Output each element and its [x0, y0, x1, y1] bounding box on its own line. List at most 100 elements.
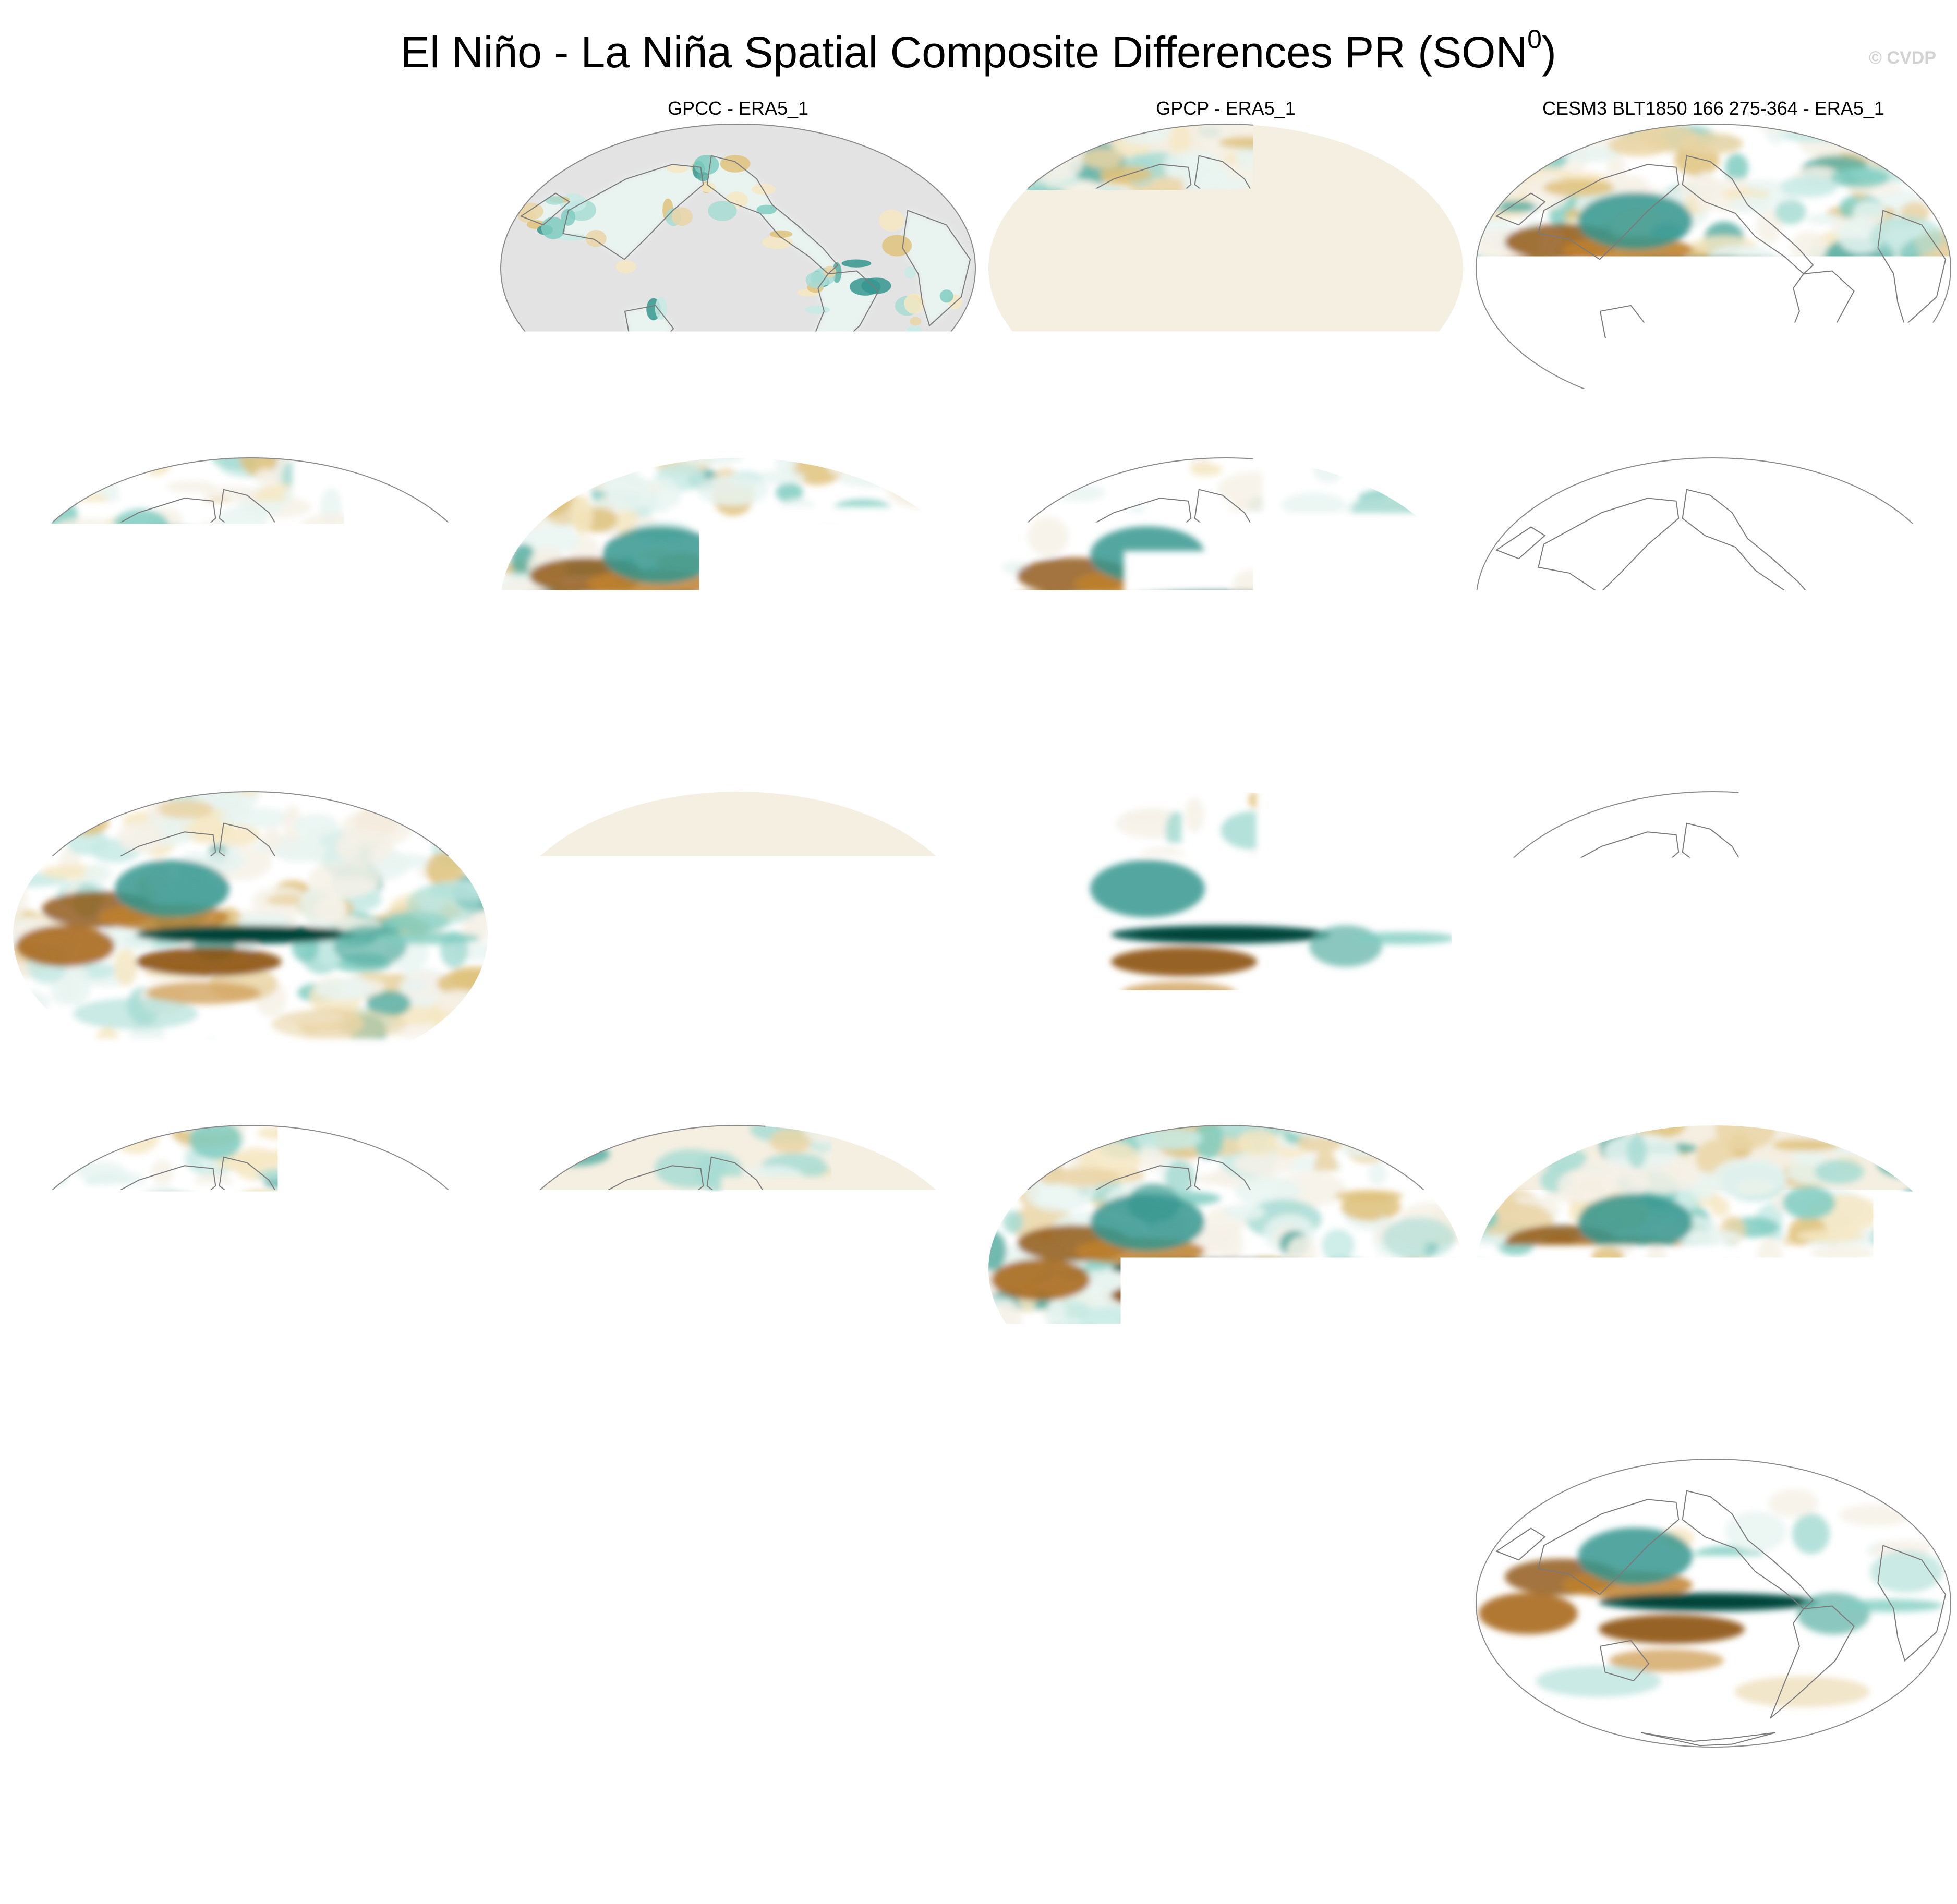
colorbar-tick-label: -1: [649, 1816, 678, 1858]
colorbar-tick-label: 4: [1475, 1816, 1492, 1858]
panel-title: GPCC - ERA5_1: [498, 95, 978, 122]
colorbar-tick-label: -3: [523, 1816, 552, 1858]
panel-title: CESM3 BLT1850 166 95-184 - ERA5_1: [498, 429, 978, 456]
colorbar-swatch: [1483, 1788, 1547, 1815]
map-panel: CESM3 BLT1850 166 185-274 - ERA5_1: [10, 429, 490, 752]
colorbar-tick-label: -2: [586, 1816, 615, 1858]
colorbar-tick-label: .25: [1083, 1816, 1128, 1858]
world-map: [10, 790, 490, 1082]
colorbar-swatch: [538, 1788, 601, 1815]
colorbar-swatch: [727, 1788, 790, 1815]
map-panel: CESM2 piControl 350A - ERA5_1: [1473, 1430, 1953, 1753]
world-map: [10, 456, 490, 748]
colorbar-swatch: [853, 1788, 916, 1815]
colorbar-swatch: [1231, 1788, 1295, 1815]
map-panel: CESM2 piControl 90C - ERA5_1: [10, 1096, 490, 1420]
colorbar-swatch: [1042, 1788, 1105, 1815]
map-panel: CESM3 BLT1850 166 5-94 - ERA5_1: [986, 429, 1466, 752]
panel-title: CESM3 BLT1850 166 15-364 - ERA5_1: [1473, 1096, 1953, 1123]
world-map: [498, 790, 978, 1082]
colorbar-tick-label: .1: [1029, 1816, 1056, 1858]
map-panel: CESM2 piControl 350B - ERA5_1: [986, 1430, 1466, 1753]
colorbar-swatch: [1357, 1788, 1420, 1815]
panel-title: CESM2 piControl 350A - ERA5_1: [1473, 1430, 1953, 1457]
map-panel: GPCP - ERA5_1: [986, 95, 1466, 418]
colorbar-tick-label: -.5: [771, 1816, 808, 1858]
world-map: [1473, 1457, 1953, 1749]
map-panel: CESM2 piControl 350C - ERA5_1: [498, 1430, 978, 1753]
map-panel: CESM3 BLT1850 166 15-364 - ERA5_1: [1473, 1096, 1953, 1420]
world-map: [986, 122, 1466, 414]
world-map: [10, 1123, 490, 1415]
world-map: [1473, 456, 1953, 748]
figure-title: El Niño - La Niña Spatial Composite Diff…: [0, 15, 1957, 81]
copyright-watermark: © CVDP: [1869, 48, 1936, 68]
colorbar-swatch: [475, 1788, 538, 1815]
colorbar-swatch: [348, 1788, 412, 1815]
world-map: [498, 1457, 978, 1749]
colorbar-tick-label: -5: [397, 1816, 426, 1858]
panel-title: CESM2 piControl 350C - ERA5_1: [498, 1430, 978, 1457]
colorbar-tick-label: -4: [460, 1816, 489, 1858]
panel-title: CESM3 BLT1850 166 275-364 - ERA5_1: [1473, 95, 1953, 122]
panel-title: CESM2 piControl 90C - ERA5_1: [10, 1096, 490, 1123]
world-map: [498, 1123, 978, 1415]
map-panel: CESM2 piControl 350D - ERA5_1: [10, 1430, 490, 1753]
map-panel: CESM2 piControl 90D - ERA5_1: [1473, 762, 1953, 1086]
map-panel: CESM2 piControl 90E - ERA5_1: [986, 762, 1466, 1086]
panel-title: CESM2 piControl 350D - ERA5_1: [10, 1430, 490, 1457]
colorbar-tick-label: -.25: [825, 1816, 881, 1858]
colorbar-units: mm/day: [0, 1854, 1957, 1896]
colorbar-tick-label: -.75: [699, 1816, 755, 1858]
colorbar-tick-label: 5: [1538, 1816, 1555, 1858]
panel-title: CESM2 piControl 90A - ERA5_1: [986, 1096, 1466, 1123]
colorbar-swatch: [1295, 1788, 1358, 1815]
map-panel: GPCC - ERA5_1: [498, 95, 978, 418]
colorbar-swatch: [979, 1788, 1042, 1815]
panel-title: CESM3 BLT1850 166 185-274 - ERA5_1: [10, 429, 490, 456]
colorbar-tick-label: 0: [970, 1816, 988, 1858]
colorbar-tick-label: 3: [1411, 1816, 1429, 1858]
world-map: [986, 1457, 1466, 1749]
panel-title: CESM2 piControl 90G - ERA5_1: [10, 762, 490, 790]
world-map: [986, 1123, 1466, 1415]
colorbar: [348, 1788, 1610, 1815]
world-map: [1473, 122, 1953, 414]
map-panel: CESM2 piControl 90G - ERA5_1: [10, 762, 490, 1086]
panel-title: CESM2 piControl 90D - ERA5_1: [1473, 762, 1953, 790]
map-panel: CESM2 piControl 90F - ERA5_1: [498, 762, 978, 1086]
colorbar-swatch: [1547, 1788, 1610, 1815]
map-panel: CESM2 piControl 90H - ERA5_1: [1473, 429, 1953, 752]
world-map: [498, 456, 978, 748]
panel-title: CESM2 piControl 350B - ERA5_1: [986, 1430, 1466, 1457]
panel-title: CESM2 piControl 90B - ERA5_1: [498, 1096, 978, 1123]
world-map: [498, 122, 978, 414]
colorbar-swatch: [601, 1788, 664, 1815]
colorbar-swatch: [1168, 1788, 1231, 1815]
panel-title: CESM3 BLT1850 166 5-94 - ERA5_1: [986, 429, 1466, 456]
map-panel: CESM2 piControl 90B - ERA5_1: [498, 1096, 978, 1420]
colorbar-swatch: [916, 1788, 979, 1815]
colorbar-swatch: [664, 1788, 727, 1815]
colorbar-swatch: [1105, 1788, 1168, 1815]
colorbar-tick-label: 1: [1285, 1816, 1303, 1858]
colorbar-tick-label: .75: [1209, 1816, 1253, 1858]
world-map: [1473, 1123, 1953, 1415]
panel-title: CESM2 piControl 90F - ERA5_1: [498, 762, 978, 790]
panel-title: GPCP - ERA5_1: [986, 95, 1466, 122]
colorbar-tick-label: -.1: [897, 1816, 935, 1858]
colorbar-tick-label: 2: [1348, 1816, 1366, 1858]
map-panel: CESM3 BLT1850 166 275-364 - ERA5_1: [1473, 95, 1953, 418]
world-map: [1473, 790, 1953, 1082]
panel-title: CESM2 piControl 90H - ERA5_1: [1473, 429, 1953, 456]
colorbar-swatch: [412, 1788, 475, 1815]
colorbar-swatch: [790, 1788, 853, 1815]
colorbar-swatch: [1420, 1788, 1483, 1815]
map-panel: CESM3 BLT1850 166 95-184 - ERA5_1: [498, 429, 978, 752]
colorbar-tick-label: .5: [1155, 1816, 1182, 1858]
world-map: [10, 1457, 490, 1749]
world-map: [986, 456, 1466, 748]
panel-title: CESM2 piControl 90E - ERA5_1: [986, 762, 1466, 790]
map-panel: CESM2 piControl 90A - ERA5_1: [986, 1096, 1466, 1420]
world-map: [986, 790, 1466, 1082]
